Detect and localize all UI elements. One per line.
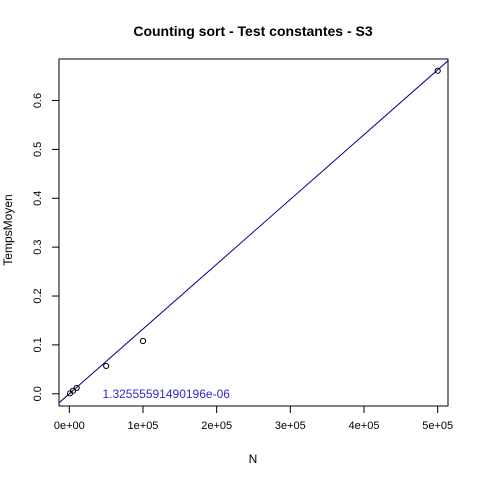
x-axis-label: N [249, 452, 258, 466]
x-tick-label: 2e+05 [201, 420, 232, 432]
chart-title: Counting sort - Test constantes - S3 [133, 23, 373, 39]
y-axis-label: TempsMoyen [1, 194, 15, 265]
x-tick-label: 0e+00 [54, 420, 85, 432]
data-points [66, 67, 441, 397]
y-tick-label: 0.4 [32, 191, 44, 206]
fit-line [59, 60, 448, 404]
data-point [73, 384, 80, 392]
y-tick-label: 0.1 [32, 337, 44, 352]
data-point [103, 362, 110, 370]
data-point [69, 387, 77, 394]
x-axis: 0e+00 1e+05 2e+05 3e+05 4e+05 5e+05 [54, 405, 453, 432]
data-point [434, 67, 441, 74]
x-tick-label: 5e+05 [422, 420, 453, 432]
y-axis: 0.0 0.1 0.2 0.3 0.4 0.5 0.6 [32, 93, 60, 401]
fit-line-group [59, 60, 448, 404]
x-tick-label: 1e+05 [128, 420, 159, 432]
y-tick-label: 0.6 [32, 93, 44, 108]
slope-annotation: 1.32555591490196e-06 [102, 387, 230, 401]
y-tick-label: 0.5 [32, 142, 44, 157]
y-tick-label: 0.0 [32, 386, 44, 401]
x-tick-label: 3e+05 [275, 420, 306, 432]
data-point [139, 337, 147, 345]
x-tick-label: 4e+05 [349, 420, 380, 432]
plot-area-border [58, 58, 449, 407]
y-tick-label: 0.3 [32, 240, 44, 255]
y-tick-label: 0.2 [32, 288, 44, 303]
